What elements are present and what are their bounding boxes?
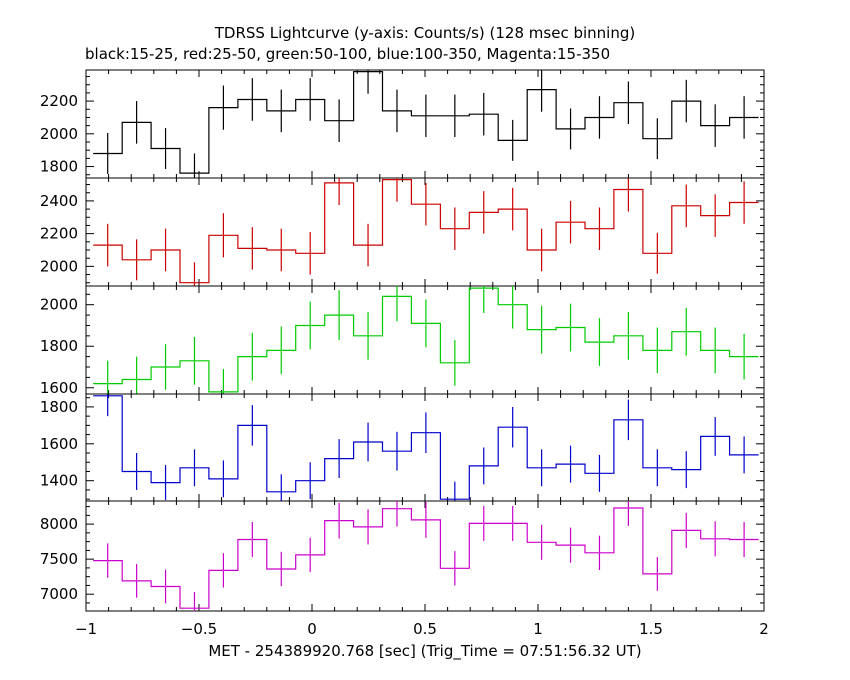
panel-0: 1800 2000 2200: [40, 69, 765, 179]
series-line: [93, 507, 759, 609]
y-tick-label: 1600: [40, 435, 78, 453]
x-tick-label: −1: [75, 620, 97, 638]
y-tick-label: 2400: [40, 192, 78, 210]
y-tick-label: 7500: [40, 550, 78, 568]
panel-frame: [85, 69, 765, 179]
panel-2: 1600 1800 2000: [40, 285, 765, 397]
panels-group: 1800200022002000220024001600180020001400…: [40, 69, 769, 638]
series-line: [93, 71, 759, 174]
x-tick-label: 1: [533, 620, 543, 638]
y-tick-label: 7000: [40, 585, 78, 603]
y-tick-label: 2000: [40, 257, 78, 275]
y-tick-label: 2200: [40, 92, 78, 110]
y-tick-label: 1800: [40, 398, 78, 416]
y-tick-label: 1800: [40, 158, 78, 176]
panel-frame: [85, 285, 765, 395]
x-tick-label: 1.5: [639, 620, 663, 638]
panel-frame: [85, 393, 765, 502]
y-tick-label: 1600: [40, 379, 78, 397]
y-tick-label: 8000: [40, 515, 78, 533]
panel-4: 7000 7500 8000: [40, 500, 765, 612]
x-tick-label: 2: [759, 620, 769, 638]
y-tick-label: 2000: [40, 296, 78, 314]
x-axis-label: MET - 254389920.768 [sec] (Trig_Time = 0…: [208, 642, 641, 661]
y-tick-label: 1800: [40, 337, 78, 355]
y-tick-label: 2000: [40, 125, 78, 143]
panel-1: 2000 2200 2400: [40, 177, 765, 287]
panel-frame: [85, 177, 765, 287]
x-tick-label: 0: [307, 620, 317, 638]
y-tick-label: 2200: [40, 225, 78, 243]
y-tick-label: 1400: [40, 472, 78, 490]
chart-title: TDRSS Lightcurve (y-axis: Counts/s) (128…: [214, 24, 635, 42]
chart-subtitle: black:15-25, red:25-50, green:50-100, bl…: [85, 45, 610, 63]
x-tick-label: −0.5: [181, 620, 217, 638]
x-tick-label: 0.5: [413, 620, 437, 638]
panel-frame: [85, 500, 765, 612]
panel-3: 1400 1600 1800: [40, 393, 765, 502]
